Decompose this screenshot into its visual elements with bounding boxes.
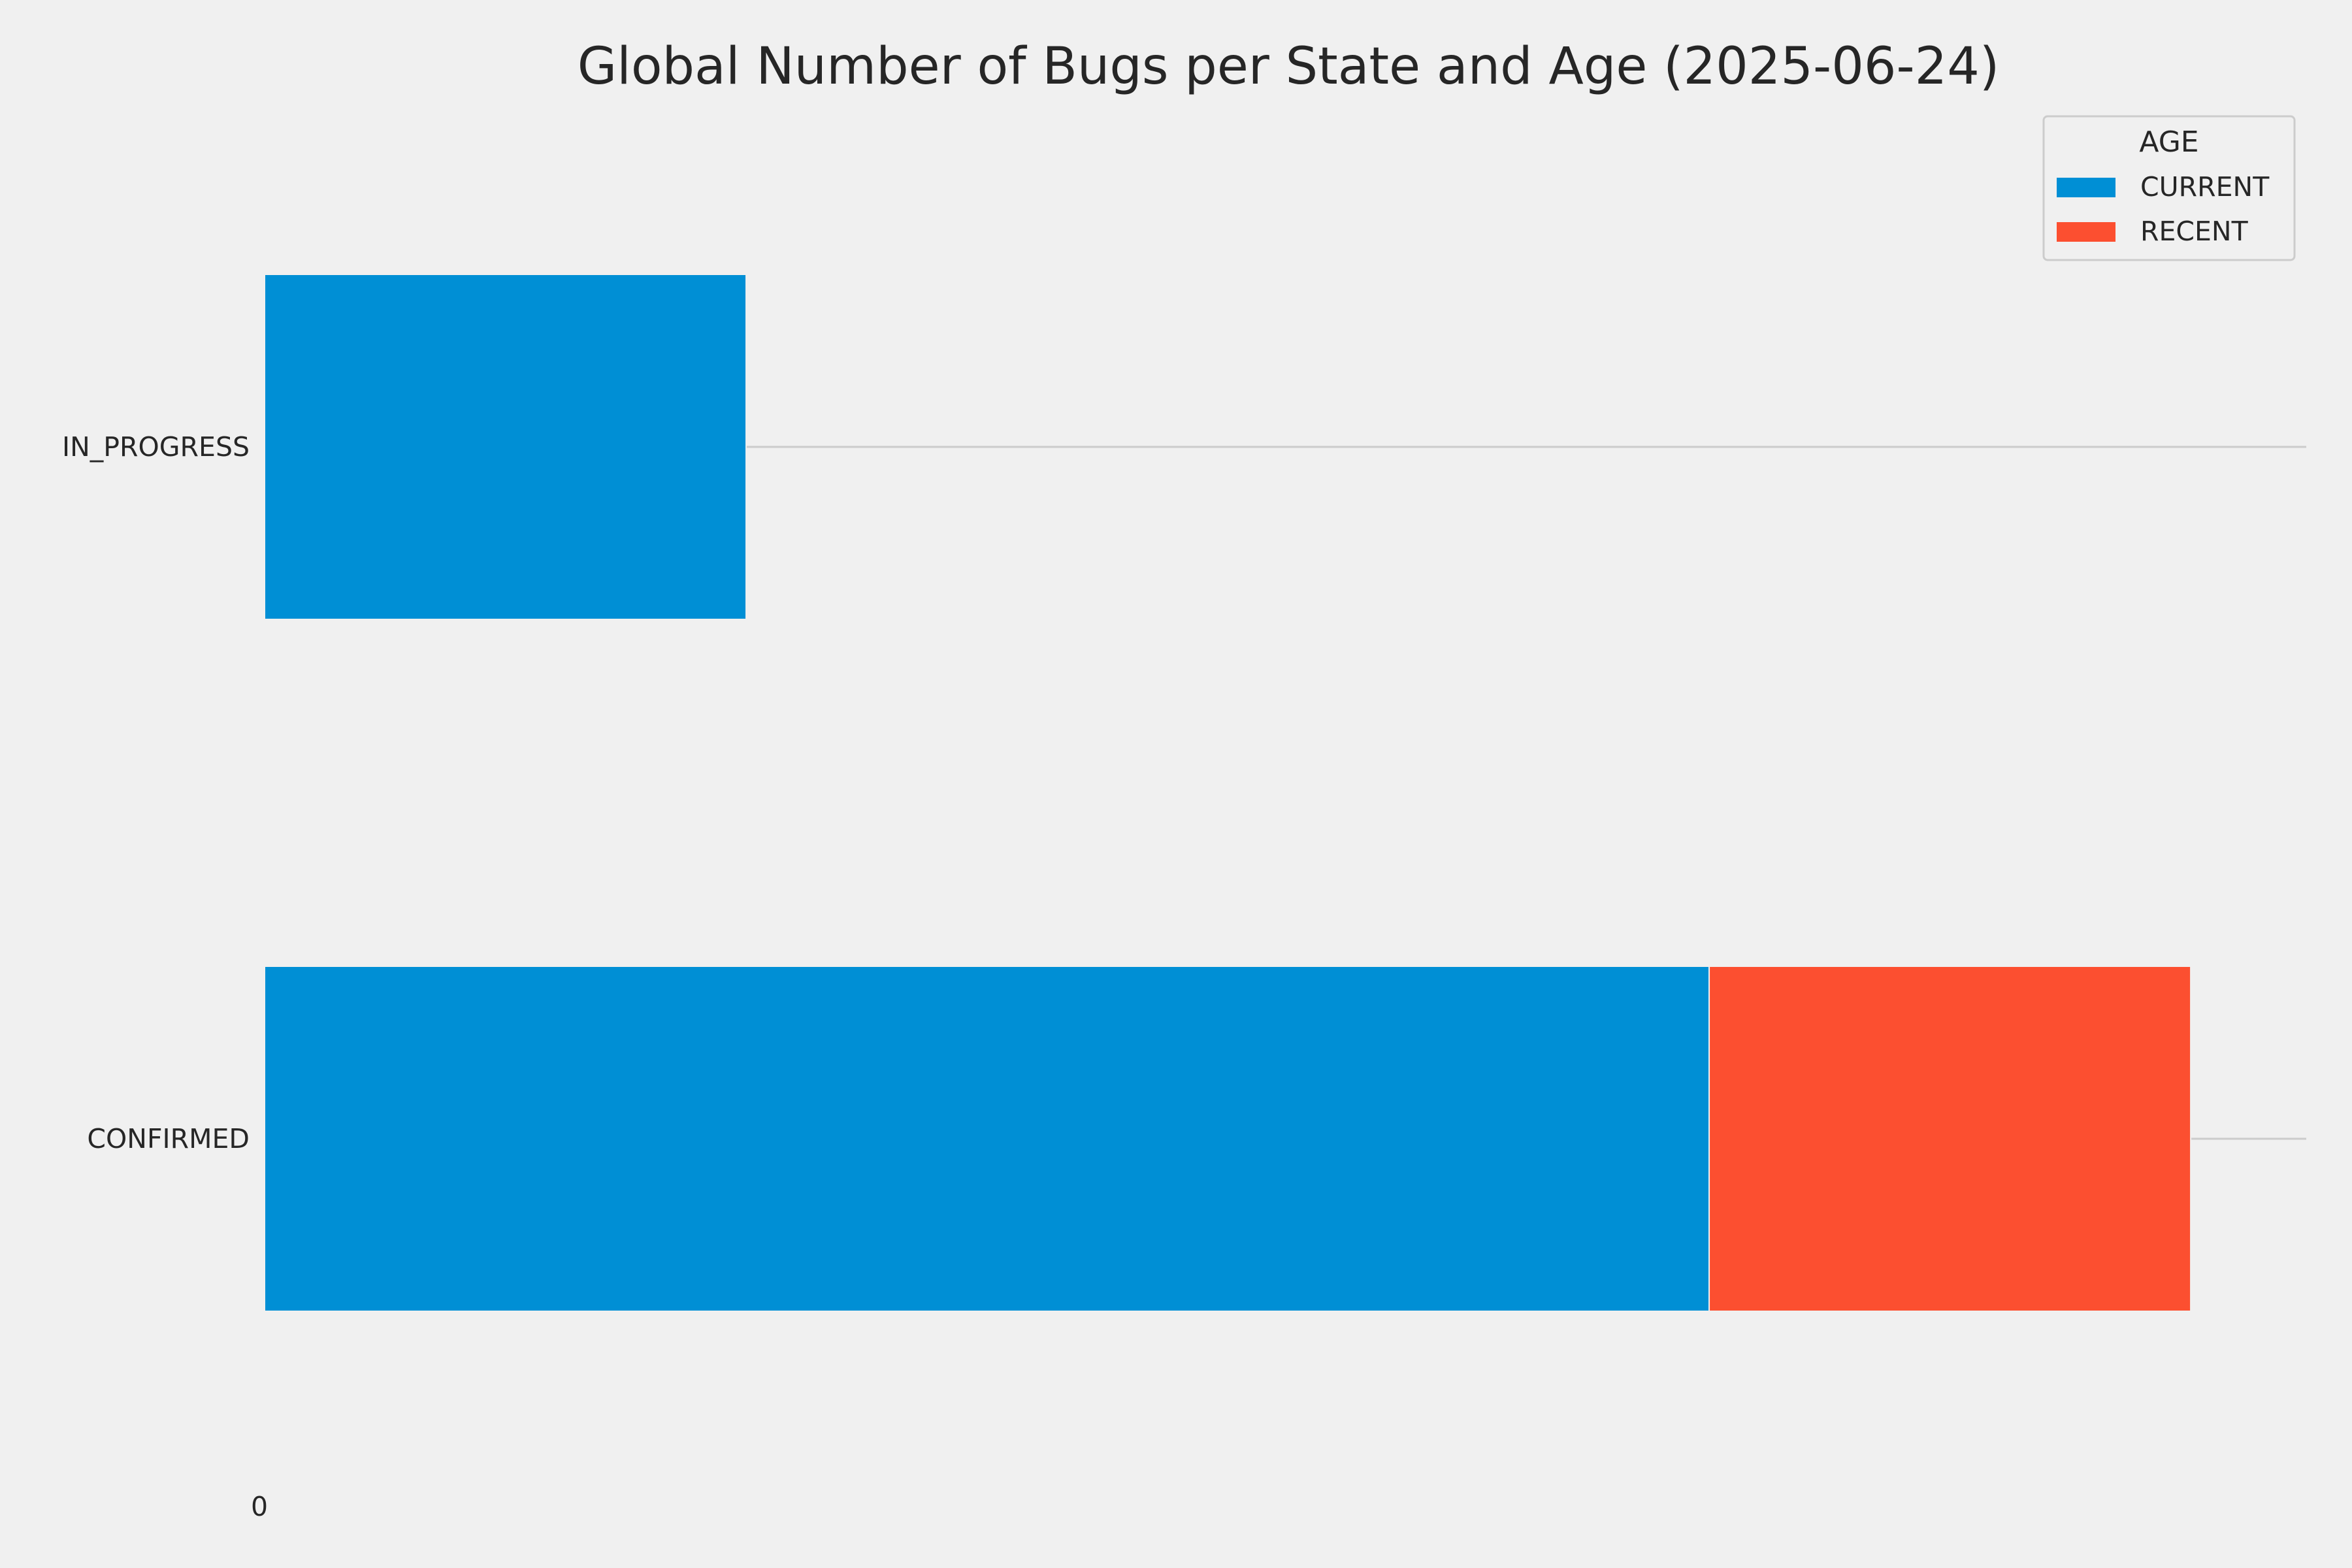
legend-swatch-current bbox=[2057, 178, 2115, 197]
y-tick-label-in-progress: IN_PROGRESS bbox=[62, 431, 250, 463]
bar-confirmed-recent bbox=[1708, 966, 2192, 1312]
legend-items: CURRENT RECENT bbox=[2057, 171, 2270, 247]
chart-title: Global Number of Bugs per State and Age … bbox=[578, 37, 2000, 96]
x-tick-label-0: 0 bbox=[251, 1491, 268, 1522]
y-tick-label-confirmed: CONFIRMED bbox=[87, 1123, 250, 1154]
bar-confirmed-current bbox=[264, 966, 1710, 1312]
legend: AGE CURRENT RECENT bbox=[2042, 115, 2296, 261]
legend-title: AGE bbox=[2139, 125, 2198, 159]
legend-label-recent: RECENT bbox=[2140, 216, 2249, 247]
bar-in-progress-current bbox=[264, 274, 747, 620]
x-tick-labels: 0 bbox=[251, 1491, 268, 1522]
legend-label-current: CURRENT bbox=[2140, 171, 2270, 203]
y-tick-labels: IN_PROGRESS CONFIRMED bbox=[62, 431, 250, 1154]
bars bbox=[264, 274, 2192, 1312]
legend-swatch-recent bbox=[2057, 222, 2115, 242]
